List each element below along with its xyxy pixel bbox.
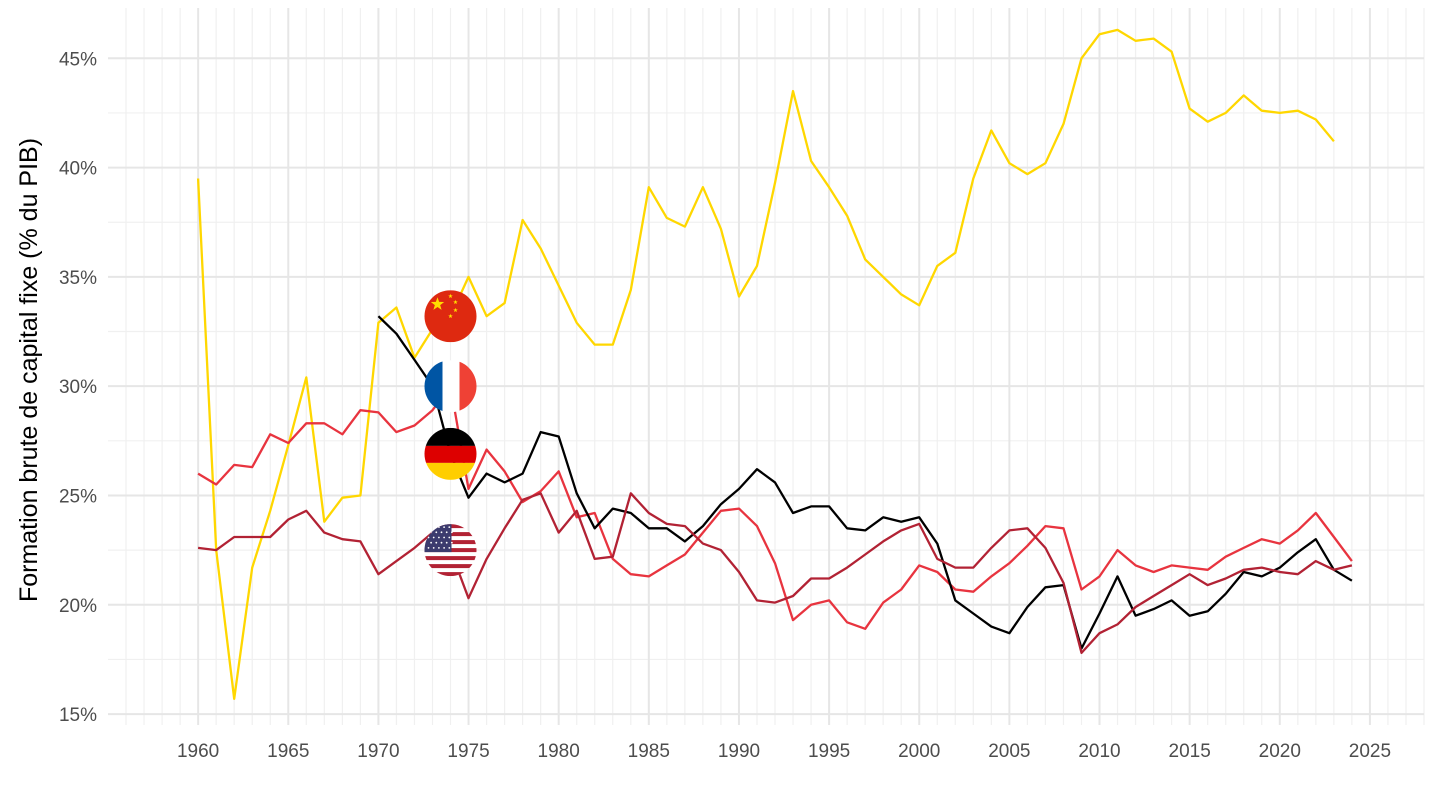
- flag-usa-star: [443, 536, 445, 539]
- y-tick-label: 15%: [59, 705, 97, 726]
- flag-usa-star: [438, 547, 440, 549]
- y-tick-label: 20%: [59, 596, 97, 617]
- flag-china-small-star: [453, 307, 458, 313]
- flag-china-small-star: [448, 313, 453, 319]
- flag-usa-star: [440, 531, 443, 534]
- series-line-china: [196, 28, 1335, 700]
- x-tick-label: 2015: [1169, 741, 1211, 762]
- flag-usa-star: [443, 547, 445, 549]
- flag-usa-star: [432, 536, 435, 539]
- series-lines: [196, 28, 1353, 700]
- y-axis-title: Formation brute de capital fixe (% du PI…: [15, 138, 43, 602]
- y-tick-label: 35%: [59, 268, 97, 289]
- y-tick-label: 45%: [59, 49, 97, 70]
- flag-usa-star: [448, 536, 451, 539]
- flag-usa-star: [451, 541, 453, 544]
- major-gridlines: [108, 8, 1424, 725]
- flag-germany-black: [424, 427, 477, 446]
- x-tick-label: 2000: [898, 741, 940, 762]
- x-tick-label: 1980: [538, 741, 580, 762]
- flag-usa-star: [427, 536, 430, 539]
- x-tick-label: 1960: [177, 741, 219, 762]
- x-axis-ticks: 1960 1965 1970 1975 1980 1985 1990 1995 2000 2005…: [177, 741, 1391, 762]
- y-tick-label: 25%: [59, 486, 97, 507]
- flag-usa-star: [445, 531, 448, 534]
- flag-usa-star: [438, 526, 440, 528]
- flag-china-icon: [424, 290, 477, 343]
- flag-usa-star: [427, 547, 430, 549]
- x-tick-label: 1965: [267, 741, 309, 762]
- y-tick-label: 30%: [59, 377, 97, 398]
- flag-usa-star: [438, 536, 440, 539]
- flag-germany-red: [424, 445, 477, 463]
- y-tick-label: 40%: [59, 159, 97, 180]
- flag-china-small-star: [448, 293, 453, 299]
- x-tick-label: 1995: [808, 741, 850, 762]
- series-line-germany: [377, 315, 1353, 650]
- y-axis-ticks: 15% 20% 25% 30% 35% 40% 45%: [59, 49, 97, 726]
- flag-france-red: [459, 360, 477, 413]
- minor-gridlines: [108, 8, 1425, 725]
- flag-france-blue: [424, 360, 443, 413]
- flag-usa-star: [448, 526, 451, 528]
- x-tick-label: 2025: [1349, 741, 1391, 762]
- x-tick-label: 1985: [628, 741, 670, 762]
- x-tick-label: 2020: [1259, 741, 1301, 762]
- flag-usa-star: [445, 541, 448, 544]
- series-line-france: [197, 385, 1353, 630]
- flag-germany-gold: [424, 462, 477, 480]
- flag-usa-star: [427, 526, 430, 528]
- flag-usa-icon: [424, 524, 477, 577]
- series-line-usa: [197, 492, 1353, 655]
- flag-china-small-star: [453, 299, 458, 305]
- flag-usa-star: [430, 541, 432, 544]
- flag-germany-icon: [424, 427, 477, 480]
- x-tick-label: 2005: [988, 741, 1030, 762]
- x-tick-label: 1975: [447, 741, 489, 762]
- flag-usa-star: [451, 531, 453, 534]
- flag-usa-star: [443, 526, 445, 528]
- flag-france-white: [442, 360, 460, 413]
- x-tick-label: 2010: [1078, 741, 1120, 762]
- x-tick-label: 1970: [357, 741, 399, 762]
- flag-usa-stripe: [424, 556, 477, 561]
- flag-markers: [424, 290, 477, 577]
- flag-usa-star: [432, 547, 435, 549]
- flag-usa-star: [435, 531, 438, 534]
- flag-usa-star: [448, 547, 451, 549]
- flag-usa-stripe: [424, 564, 477, 569]
- flag-usa-star: [440, 541, 443, 544]
- flag-china-big-star: [430, 297, 445, 310]
- x-tick-label: 1990: [718, 741, 760, 762]
- flag-usa-star: [435, 541, 438, 544]
- flag-france-icon: [424, 360, 477, 413]
- flag-usa-stripe: [424, 572, 477, 577]
